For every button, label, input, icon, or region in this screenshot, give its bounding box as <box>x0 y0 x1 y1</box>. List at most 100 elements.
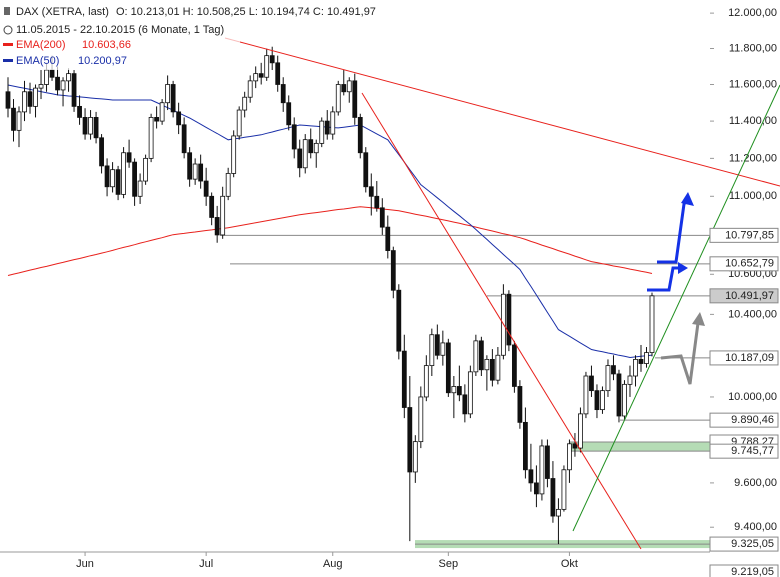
level-box <box>709 288 779 304</box>
candle-body <box>269 55 275 64</box>
annotations <box>224 37 780 550</box>
candle-body <box>16 111 22 131</box>
candle-body <box>77 105 82 118</box>
candle-body <box>71 73 77 107</box>
candle-body <box>275 62 281 85</box>
candle-body <box>589 375 594 392</box>
candle-body <box>341 84 347 93</box>
y-tick-label: 11.600,00 <box>729 78 777 90</box>
arrow <box>657 200 688 264</box>
ema-line <box>7 84 653 359</box>
x-tick-label: Jun <box>76 558 94 570</box>
legend-swatch <box>3 43 13 46</box>
candle-body <box>478 340 484 371</box>
candle-body <box>572 443 578 449</box>
level-label: 10.491,97 <box>725 290 774 302</box>
level-label: 10.652,79 <box>725 258 774 270</box>
candle-body <box>148 117 154 159</box>
ema-line <box>7 206 653 276</box>
candle-body <box>115 169 121 195</box>
candle-body <box>561 469 567 510</box>
arrow-head <box>692 312 705 326</box>
candle-body <box>313 142 319 154</box>
arrow <box>660 322 700 385</box>
candle-body <box>99 137 104 167</box>
header-quote: O: 10.213,01 H: 10.508,25 L: 10.194,74 C… <box>116 6 376 18</box>
candle-body <box>110 169 115 188</box>
candle-body <box>517 386 523 423</box>
legend-name: EMA(50) <box>16 55 59 67</box>
candle-body <box>22 91 27 113</box>
candle-body <box>49 69 55 78</box>
candle-body <box>357 117 363 154</box>
legend-value: 10.603,66 <box>82 39 131 51</box>
level-label: 9.890,46 <box>731 414 774 426</box>
candle-body <box>225 173 231 197</box>
level-label: 9.325,05 <box>731 538 774 550</box>
candle-body <box>121 152 126 195</box>
level-label: 10.797,85 <box>725 229 774 241</box>
candle-body <box>297 148 303 169</box>
candle-body <box>594 390 600 411</box>
candle-body <box>451 386 457 394</box>
candle-body <box>143 157 149 182</box>
x-tick-label: Sep <box>439 558 459 570</box>
candle-body <box>511 344 517 387</box>
candle-body <box>363 152 369 188</box>
candle-body <box>578 413 583 449</box>
candle-body <box>506 293 512 346</box>
candle-body <box>495 354 501 381</box>
candle-body <box>264 55 270 78</box>
candle-body <box>556 508 561 517</box>
candle-body <box>545 445 550 479</box>
level-box <box>709 536 779 552</box>
candle-body <box>346 80 352 93</box>
header-period: 11.05.2015 - 22.10.2015 (6 Monate, 1 Tag… <box>16 24 224 36</box>
icon <box>4 7 10 15</box>
candle-body <box>302 139 308 169</box>
candle-body <box>622 383 627 417</box>
candle-body <box>132 161 137 197</box>
candle-body <box>484 358 490 371</box>
candle-body <box>473 340 479 373</box>
candle-body <box>352 80 358 118</box>
candle-body <box>66 73 71 82</box>
candle-body <box>209 195 215 218</box>
candle-body <box>187 152 193 180</box>
candle-body <box>181 124 187 154</box>
candle-body <box>319 120 325 144</box>
arrow-head <box>681 192 694 206</box>
y-tick-label: 9.600,00 <box>734 477 777 489</box>
level-box <box>709 564 779 577</box>
candle-body <box>165 84 171 104</box>
candle-body <box>231 135 237 174</box>
candle-body <box>38 84 44 89</box>
candle-body <box>600 390 605 411</box>
header-bg <box>0 0 240 70</box>
candle-body <box>308 139 314 154</box>
candle-body <box>429 334 435 367</box>
candle-body <box>5 91 11 109</box>
candle-body <box>418 396 424 443</box>
candle-body <box>198 163 204 182</box>
candle-body <box>368 186 374 197</box>
candle-body <box>33 87 38 107</box>
y-tick-label: 10.000,00 <box>728 391 777 403</box>
candle-body <box>220 195 226 236</box>
candle-body <box>583 375 589 415</box>
candle-body <box>633 358 638 377</box>
candle-body <box>638 358 644 364</box>
candle-body <box>434 334 440 356</box>
candle-body <box>330 111 336 135</box>
x-tick-label: Okt <box>561 558 578 570</box>
candle-body <box>401 350 407 408</box>
candle-body <box>489 358 495 381</box>
candle-body <box>82 117 88 135</box>
candle-body <box>104 165 110 188</box>
candle-body <box>253 73 259 82</box>
candle-body <box>286 102 292 126</box>
candle-body <box>280 84 286 104</box>
candle-body <box>407 407 413 473</box>
candle-body <box>644 352 649 364</box>
